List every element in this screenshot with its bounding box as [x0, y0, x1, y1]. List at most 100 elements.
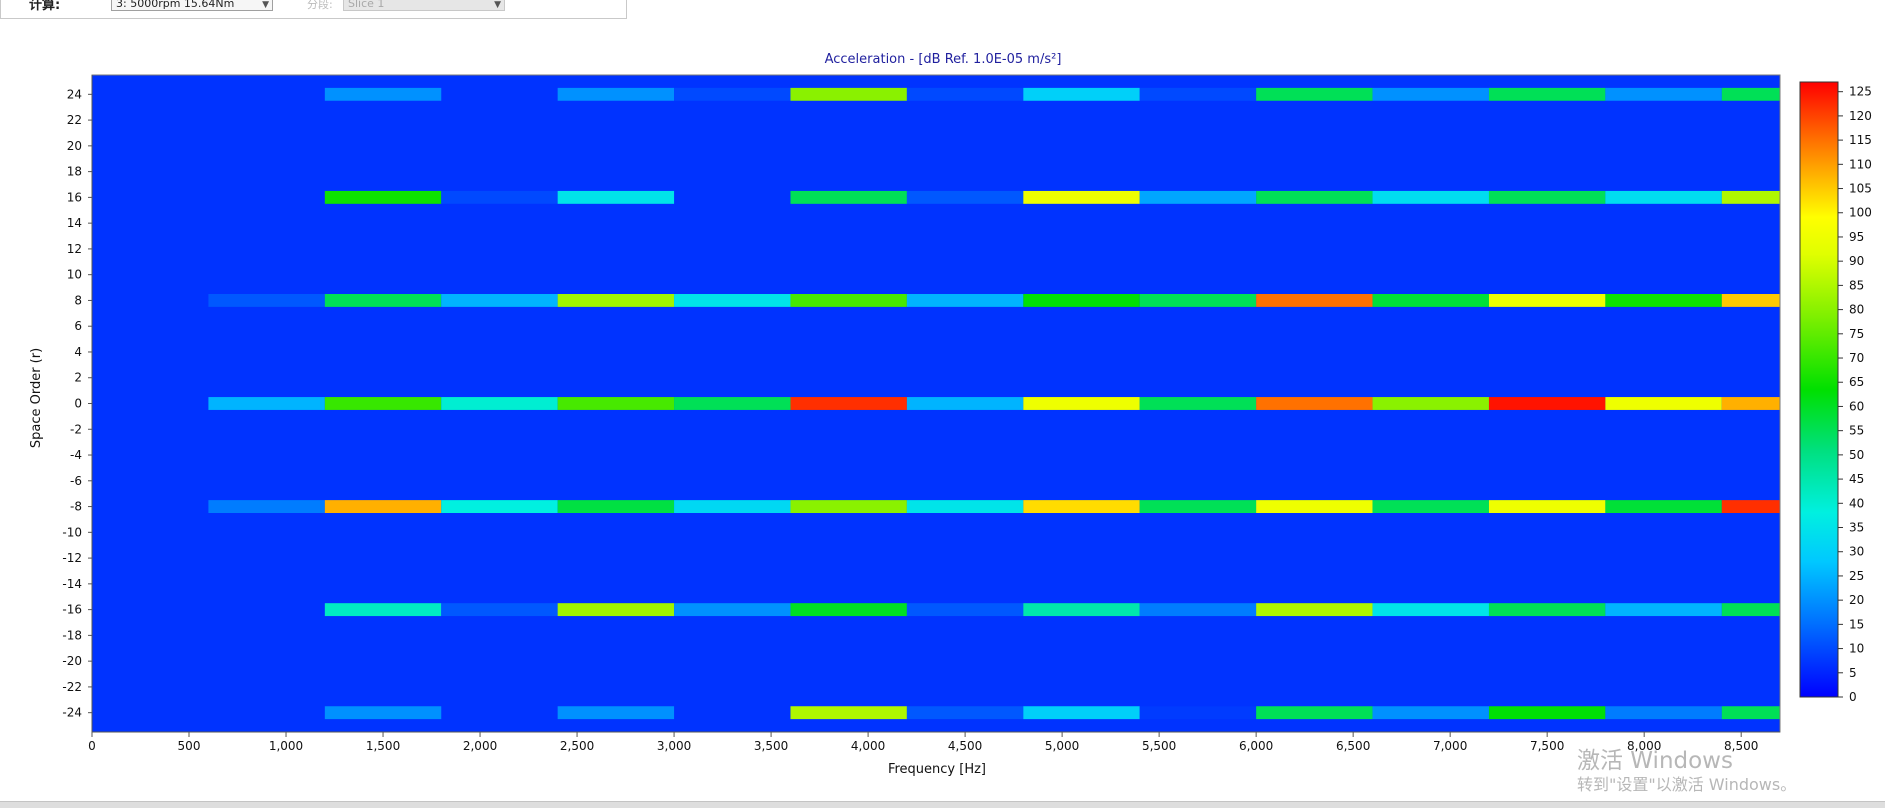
y-tick-label: -6	[70, 474, 82, 488]
heatmap-cell	[1721, 87, 1780, 101]
heatmap-cell	[1488, 603, 1606, 617]
y-tick-label: 10	[67, 268, 82, 282]
heatmap-cell	[906, 87, 1024, 101]
heatmap-cell	[208, 294, 325, 307]
heatmap-cell	[1139, 190, 1257, 204]
chart-title: Acceleration - [dB Ref. 1.0E-05 m/s²]	[825, 52, 1062, 67]
heatmap-cell	[1023, 706, 1140, 720]
heatmap-cell	[790, 397, 907, 410]
chevron-down-icon: ▼	[262, 0, 269, 10]
heatmap-cell	[1721, 706, 1780, 720]
heatmap-cell	[1372, 706, 1489, 720]
status-bar	[0, 801, 1885, 808]
heatmap-cell	[1023, 397, 1140, 410]
x-tick-label: 1,500	[366, 739, 400, 753]
heatmap-cell	[790, 603, 907, 617]
heatmap-cell	[906, 190, 1024, 204]
calc-select[interactable]: 3: 5000rpm 15.64Nm ▼	[111, 0, 273, 11]
slice-select[interactable]: Slice 1 ▼	[343, 0, 505, 11]
heatmap-cell	[324, 87, 442, 101]
heatmap-cell	[1023, 603, 1140, 617]
heatmap-cell	[557, 706, 675, 720]
heatmap-cell	[1372, 603, 1489, 617]
y-tick-label: 22	[67, 113, 82, 127]
windows-activation-watermark: 激活 Windows 转到"设置"以激活 Windows。	[1577, 748, 1796, 796]
heatmap-cell	[790, 190, 907, 204]
heatmap-cell	[1256, 603, 1373, 617]
colorbar-tick-label: 35	[1849, 521, 1864, 535]
y-axis: 242220181614121086420-2-4-6-8-10-12-14-1…	[62, 75, 93, 732]
heatmap-cell	[1488, 500, 1606, 513]
y-tick-label: 14	[67, 216, 82, 230]
heatmap-cell	[790, 706, 907, 720]
heatmap-cell	[790, 500, 907, 513]
colorbar-tick-label: 115	[1849, 133, 1872, 147]
heatmap-cell	[1605, 190, 1722, 204]
heatmap-cell	[441, 294, 558, 307]
heatmap-cell	[557, 500, 675, 513]
heatmap-cell	[1023, 190, 1140, 204]
heatmap-cell	[1256, 87, 1373, 101]
y-tick-label: -24	[62, 706, 82, 720]
heatmap-cell	[1139, 500, 1257, 513]
heatmap-cell	[208, 500, 325, 513]
y-tick-label: -18	[62, 628, 82, 642]
heatmap-cell	[1721, 190, 1780, 204]
heatmap-cell	[441, 397, 558, 410]
y-tick-label: 12	[67, 242, 82, 256]
colorbar-tick-label: 30	[1849, 545, 1864, 559]
colorbar-tick-label: 75	[1849, 327, 1864, 341]
heatmap-cell	[441, 500, 558, 513]
colorbar-tick-label: 95	[1849, 230, 1864, 244]
y-axis-label: Space Order (r)	[29, 348, 44, 448]
y-tick-label: 18	[67, 165, 82, 179]
heatmap-cell	[557, 603, 675, 617]
x-tick-label: 7,500	[1530, 739, 1564, 753]
heatmap-cell	[324, 190, 442, 204]
colorbar-tick-label: 100	[1849, 206, 1872, 220]
x-tick-label: 2,000	[463, 739, 497, 753]
heatmap-cell	[674, 603, 791, 617]
colorbar-tick-label: 120	[1849, 109, 1872, 123]
y-tick-label: -16	[62, 603, 82, 617]
heatmap-cell	[1721, 294, 1780, 307]
colorbar-tick-label: 125	[1849, 85, 1872, 99]
watermark-line-2: 转到"设置"以激活 Windows。	[1577, 775, 1797, 794]
colorbar-tick-label: 65	[1849, 375, 1864, 389]
heatmap-cell	[1605, 500, 1722, 513]
x-axis: 0 500 1,000 1,500 2,000 2,500 3,000 3,500 4,000 4…	[88, 731, 1780, 753]
y-tick-label: -2	[70, 422, 82, 436]
colorbar-tick-label: 70	[1849, 351, 1864, 365]
heatmap-cell	[1605, 294, 1722, 307]
heatmap-cell	[324, 397, 442, 410]
y-tick-label: -4	[70, 448, 82, 462]
heatmap-cell	[324, 294, 442, 307]
y-tick-label: -10	[62, 525, 82, 539]
heatmap-cell	[1721, 397, 1780, 410]
heatmap-cell	[1256, 397, 1373, 410]
heatmap-cell	[1372, 87, 1489, 101]
slice-select-value: Slice 1	[348, 0, 385, 10]
heatmap-cell	[674, 500, 791, 513]
y-tick-label: -20	[62, 654, 82, 668]
heatmap-cell	[441, 603, 558, 617]
heatmap-cell	[557, 190, 675, 204]
heatmap-cell	[674, 294, 791, 307]
colorbar-tick-label: 25	[1849, 569, 1864, 583]
heatmap-cell	[674, 87, 791, 101]
heatmap-cell	[1139, 294, 1257, 307]
colorbar-tick-label: 40	[1849, 496, 1864, 510]
x-tick-label: 1,000	[269, 739, 303, 753]
heatmap-cell	[1139, 87, 1257, 101]
heatmap-cell	[557, 294, 675, 307]
y-tick-label: -14	[62, 577, 82, 591]
heatmap-cell	[1023, 87, 1140, 101]
heatmap-cell	[1605, 706, 1722, 720]
heatmap-cell	[1488, 190, 1606, 204]
x-tick-label: 3,500	[754, 739, 788, 753]
heatmap-cell	[208, 397, 325, 410]
x-tick-label: 6,000	[1239, 739, 1273, 753]
heatmap-cell	[1372, 397, 1489, 410]
x-tick-label: 4,000	[851, 739, 885, 753]
heatmap-cell	[557, 397, 675, 410]
